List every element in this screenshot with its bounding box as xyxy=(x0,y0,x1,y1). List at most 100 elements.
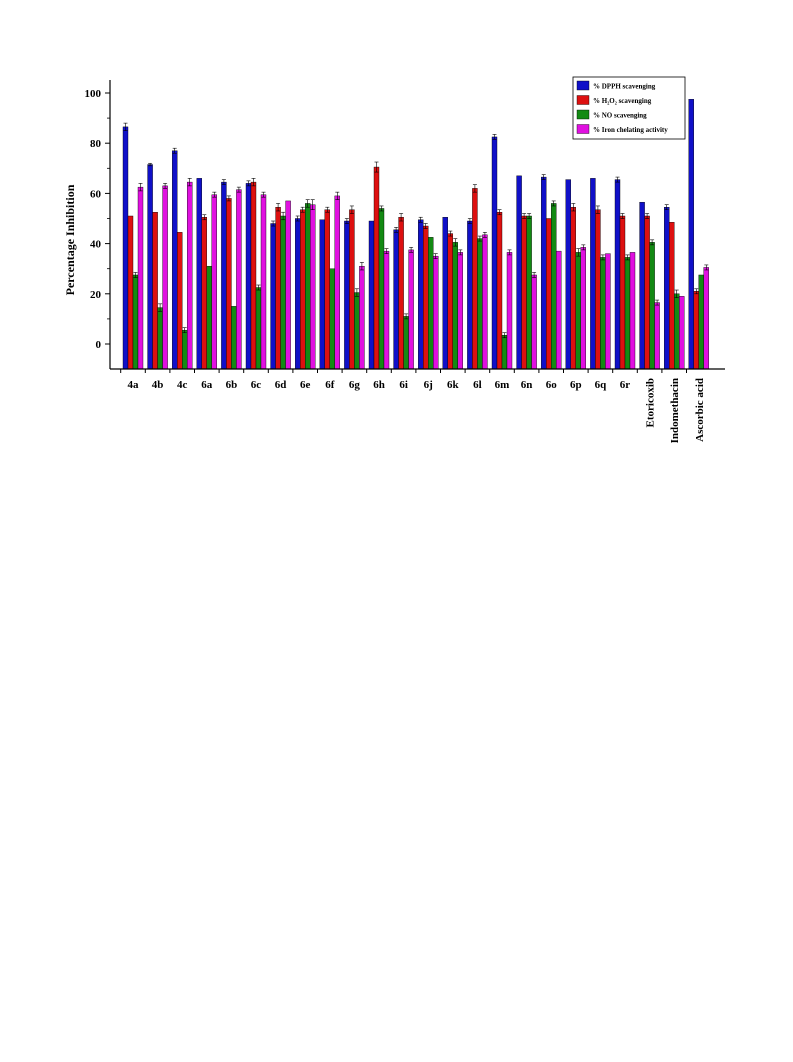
axes-layer: 4a 4b 4c 6a 6b 6c 6d 6e 6f 6g 6h 6i 6j 6k 6l 6m 6n 6o 6p 6q… xyxy=(85,80,725,443)
error-bar xyxy=(399,213,404,222)
error-bar xyxy=(541,174,546,180)
bar-4a-series-3 xyxy=(132,274,139,370)
bar-6e-series-1 xyxy=(295,218,301,370)
bar-6f-series-1 xyxy=(319,219,325,370)
error-bar xyxy=(276,203,281,212)
bar-6g-series-2 xyxy=(349,209,355,370)
error-bar xyxy=(305,199,310,208)
bar-6n-series-2 xyxy=(521,215,527,370)
error-bar xyxy=(349,205,354,214)
bar-6b-series-3 xyxy=(231,306,237,370)
x-tick-label: 6d xyxy=(275,379,287,391)
error-bar xyxy=(620,213,625,219)
bar-6j-series-1 xyxy=(418,219,424,370)
error-bar xyxy=(507,249,512,256)
bar-6r-series-4 xyxy=(629,252,636,370)
error-bar xyxy=(448,230,453,237)
error-bar xyxy=(310,199,315,211)
bar-6f-series-3 xyxy=(329,268,335,370)
error-bar xyxy=(202,214,207,221)
bar-6l-series-4 xyxy=(482,234,488,370)
x-tick-label: Etoricoxib xyxy=(645,378,657,428)
bar-4b-series-3 xyxy=(157,307,163,370)
error-bar xyxy=(158,303,163,312)
bar-6c-series-2 xyxy=(250,181,257,370)
bar-4b-series-2 xyxy=(152,212,158,370)
legend-box xyxy=(572,76,686,140)
error-bar xyxy=(645,213,650,219)
bar-6h-series-3 xyxy=(378,208,385,370)
bar-6e-series-4 xyxy=(310,204,316,370)
bar-6d-series-3 xyxy=(280,215,286,370)
legend-swatch xyxy=(576,109,590,120)
legend-label: % Iron chelating activity xyxy=(593,126,668,134)
bar-6o-series-2 xyxy=(546,218,552,370)
error-bar xyxy=(251,178,256,187)
bar-6f-series-2 xyxy=(324,209,330,370)
error-bar xyxy=(374,161,379,173)
bar-4c-series-1 xyxy=(171,150,178,370)
y-tick-label: 100 xyxy=(85,88,102,100)
error-bar xyxy=(453,238,458,247)
error-bar xyxy=(123,122,128,131)
bar-6a-series-3 xyxy=(206,265,213,370)
bar-6a-series-4 xyxy=(211,194,218,370)
bar-6j-series-4 xyxy=(433,255,439,370)
bar-6n-series-3 xyxy=(526,215,532,370)
x-tick-label: 6a xyxy=(201,379,213,391)
x-tick-label: 6p xyxy=(570,379,582,391)
error-bar xyxy=(384,248,389,254)
bar-6d-series-4 xyxy=(285,200,291,370)
x-tick-label: 6b xyxy=(226,379,238,391)
legend-swatch xyxy=(576,95,590,105)
error-bar xyxy=(576,248,581,257)
x-tick-label: 6i xyxy=(399,379,408,391)
bar-6h-series-1 xyxy=(368,220,375,370)
legend-swatch xyxy=(576,124,590,134)
bar-6j-series-2 xyxy=(423,225,429,370)
error-bar xyxy=(664,204,669,211)
error-bar xyxy=(482,232,487,238)
bar-6r-series-2 xyxy=(619,215,626,370)
x-tick-label: 4c xyxy=(177,379,188,391)
error-bar xyxy=(674,289,679,298)
bar-4a-series-4 xyxy=(137,186,144,370)
error-bar xyxy=(532,272,537,278)
error-bar xyxy=(187,178,192,187)
bar-6i-series-1 xyxy=(393,229,399,370)
bar-6n-series-4 xyxy=(531,274,537,370)
error-bar xyxy=(694,288,699,295)
bar-6e-series-3 xyxy=(305,203,311,370)
error-bar xyxy=(172,147,177,154)
bar-ascorbic-acid-series-4 xyxy=(703,267,709,370)
bar-etoricoxib-series-2 xyxy=(644,215,650,370)
bar-6g-series-4 xyxy=(359,265,365,370)
bar-4b-series-1 xyxy=(147,164,153,370)
bar-6b-series-4 xyxy=(236,189,242,370)
bar-6h-series-4 xyxy=(383,250,390,370)
x-tick-label: 6j xyxy=(424,379,433,391)
bar-6k-series-3 xyxy=(452,242,458,370)
bar-6i-series-3 xyxy=(403,316,409,370)
bar-indomethacin-series-3 xyxy=(674,293,680,370)
bar-6p-series-2 xyxy=(570,206,576,370)
bar-ascorbic-acid-series-3 xyxy=(698,274,704,370)
error-bar xyxy=(335,191,340,200)
bar-etoricoxib-series-4 xyxy=(654,302,660,370)
x-tick-label: 6r xyxy=(620,379,631,391)
error-bar xyxy=(354,288,359,297)
bar-6q-series-3 xyxy=(600,257,606,370)
error-bar xyxy=(212,191,217,198)
bar-6g-series-1 xyxy=(344,220,350,370)
error-bar xyxy=(404,313,409,320)
bar-6k-series-1 xyxy=(442,217,448,370)
bar-6q-series-4 xyxy=(605,253,611,370)
error-bar xyxy=(256,284,261,291)
bar-6p-series-1 xyxy=(565,179,571,370)
x-tick-label: 4b xyxy=(152,379,164,391)
x-tick-label: 6o xyxy=(546,379,558,391)
x-tick-label: Indomethacin xyxy=(669,378,681,443)
error-bar xyxy=(133,272,138,278)
bar-6b-series-2 xyxy=(226,198,232,370)
y-tick-label: 0 xyxy=(96,339,102,351)
